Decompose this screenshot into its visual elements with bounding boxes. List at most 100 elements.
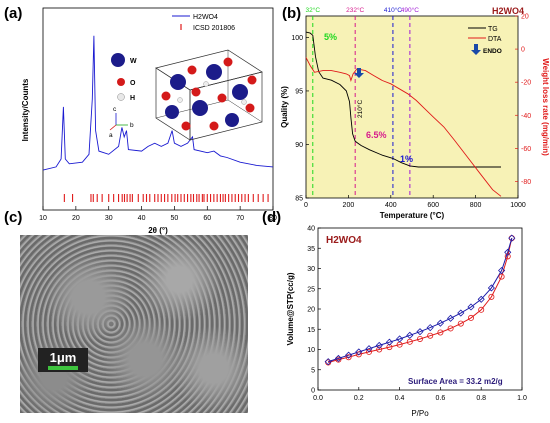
desorption-point bbox=[467, 303, 475, 311]
bet-x-label: P/Po bbox=[411, 409, 429, 418]
bet-ytick-label: 0 bbox=[311, 388, 315, 395]
desorption-point bbox=[396, 335, 404, 343]
atom-label-w: W bbox=[130, 58, 137, 65]
xrd-xtick-label: 10 bbox=[39, 215, 47, 222]
vline-label-3: 490°C bbox=[401, 6, 419, 14]
dta-ytick-label: 20 bbox=[521, 14, 529, 21]
scale-bar: 1μm bbox=[38, 348, 88, 372]
xrd-legend-icsd: ICSD 201806 bbox=[193, 25, 235, 32]
adsorption-point bbox=[406, 338, 413, 345]
bet-ytick-label: 25 bbox=[307, 286, 315, 293]
endo-label: ENDO bbox=[483, 48, 502, 55]
xrd-series-line bbox=[42, 35, 274, 171]
dta-legend-label: DTA bbox=[488, 36, 502, 43]
tg-ytick-label: 100 bbox=[291, 35, 303, 42]
desorption-point bbox=[426, 324, 434, 332]
annotation-5pct: 5% bbox=[324, 32, 337, 42]
desorption-point bbox=[385, 338, 393, 346]
adsorption-point bbox=[355, 351, 362, 358]
oxygen-atom-icon bbox=[117, 78, 125, 86]
tg-x-label: Temperature (°C) bbox=[380, 211, 445, 220]
adsorption-point bbox=[504, 253, 511, 260]
xrd-xtick-label: 80 bbox=[269, 215, 277, 222]
axis-label-a: a bbox=[109, 132, 113, 139]
desorption-point bbox=[477, 295, 485, 303]
xrd-xtick-label: 30 bbox=[105, 215, 113, 222]
desorption-point bbox=[334, 354, 342, 362]
bet-isotherm-chart: 0.0 0.2 0.4 0.6 0.8 1.0 0 5 10 15 20 25 30 35 40 H2WO4… bbox=[286, 226, 527, 419]
sem-micrograph-image bbox=[20, 235, 248, 413]
crystal-structure-image bbox=[155, 49, 263, 141]
hydrogen-atom-icon bbox=[117, 93, 125, 101]
bet-y-label: Volume@STP(cc/g) bbox=[286, 272, 295, 345]
desorption-point bbox=[498, 266, 506, 275]
tg-xtick-label: 1000 bbox=[510, 202, 526, 209]
dta-ytick-label: -60 bbox=[521, 146, 531, 153]
adsorption-point bbox=[386, 344, 393, 351]
vline-label-1: 232°C bbox=[346, 6, 364, 14]
tungsten-atom-icon bbox=[111, 53, 125, 67]
axis-label-c: c bbox=[113, 106, 117, 113]
bet-plot-frame bbox=[317, 227, 523, 391]
desorption-point bbox=[324, 358, 332, 366]
tg-ytick-label: 95 bbox=[295, 88, 303, 95]
axis-arrow-a bbox=[109, 124, 117, 131]
scale-bar-label: 1μm bbox=[49, 349, 77, 365]
desorption-point bbox=[355, 348, 363, 356]
annotation-6-5pct: 6.5% bbox=[366, 130, 387, 140]
xrd-xtick-label: 20 bbox=[72, 215, 80, 222]
xrd-chart: Intensity/Counts 2θ (°) 10 20 30 40 50 60 70 80… bbox=[21, 7, 277, 235]
desorption-point bbox=[487, 284, 495, 292]
adsorption-point bbox=[376, 346, 383, 353]
desorption-point bbox=[375, 341, 383, 350]
adsorption-point bbox=[335, 356, 342, 363]
bet-xtick-label: 0.6 bbox=[436, 395, 446, 402]
tg-xtick-label: 200 bbox=[343, 202, 355, 209]
adsorption-point bbox=[416, 335, 423, 342]
tg-xtick-label: 400 bbox=[385, 202, 397, 209]
adsorption-point bbox=[437, 329, 444, 336]
adsorption-point bbox=[427, 332, 434, 339]
dta-y-label: Weight loss rate (mg/min) bbox=[541, 58, 550, 156]
desorption-line bbox=[328, 237, 513, 363]
adsorption-point bbox=[447, 325, 454, 332]
adsorption-point bbox=[478, 306, 485, 313]
scale-bar-line bbox=[48, 365, 78, 370]
desorption-point bbox=[504, 248, 512, 256]
desorption-point bbox=[416, 328, 424, 336]
panel-label-c: (c) bbox=[4, 209, 22, 226]
bet-xtick-label: 0.4 bbox=[395, 395, 405, 402]
bet-ytick-label: 20 bbox=[307, 307, 315, 314]
tg-series-line bbox=[305, 31, 501, 168]
bet-ytick-label: 5 bbox=[311, 367, 315, 374]
tg-xtick-label: 800 bbox=[470, 202, 482, 209]
endo-arrow-icon bbox=[471, 44, 481, 55]
adsorption-point bbox=[345, 354, 352, 361]
bet-title: H2WO4 bbox=[326, 235, 362, 246]
xrd-y-label: Intensity/Counts bbox=[21, 78, 30, 141]
dta-ytick-label: 0 bbox=[521, 47, 525, 54]
dta-ytick-label: -20 bbox=[521, 80, 531, 87]
panel-label-a: (a) bbox=[4, 5, 22, 22]
desorption-point bbox=[345, 351, 353, 359]
desorption-point bbox=[508, 234, 516, 242]
bet-ytick-label: 30 bbox=[307, 266, 315, 273]
xrd-xtick-label: 50 bbox=[171, 215, 179, 222]
bet-ytick-label: 35 bbox=[307, 246, 315, 253]
desorption-point bbox=[406, 331, 414, 339]
panel-label-b: (b) bbox=[282, 5, 301, 22]
dta-ytick-label: -40 bbox=[521, 113, 531, 120]
adsorption-point bbox=[467, 314, 474, 321]
tg-y-label: Quality (%) bbox=[280, 86, 289, 128]
desorption-point bbox=[457, 309, 465, 317]
xrd-xtick-label: 40 bbox=[138, 215, 146, 222]
bet-xtick-label: 0.2 bbox=[354, 395, 364, 402]
dta-series-line bbox=[305, 57, 502, 197]
annotation-1pct: 1% bbox=[400, 154, 413, 164]
tg-ytick-label: 90 bbox=[295, 142, 303, 149]
dta-ytick-label: -80 bbox=[521, 179, 531, 186]
xrd-xtick-label: 60 bbox=[203, 215, 211, 222]
adsorption-point bbox=[488, 293, 495, 300]
